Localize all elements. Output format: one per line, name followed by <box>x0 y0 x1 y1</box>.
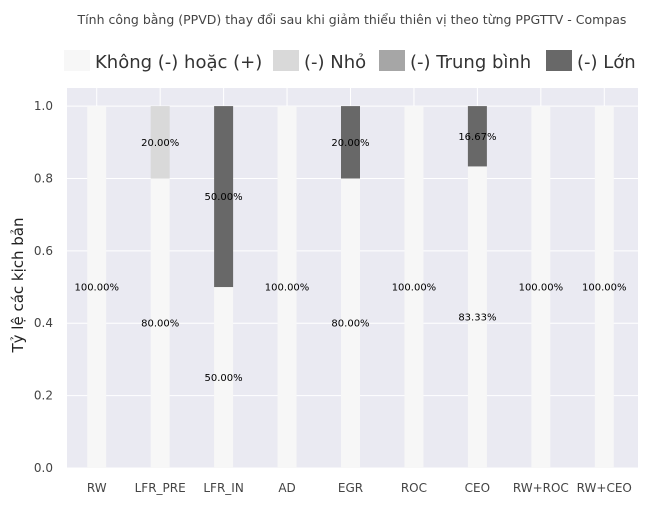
bar-value-label: 83.33% <box>458 313 496 324</box>
legend-label: (-) Nhỏ <box>304 52 366 73</box>
bar-segment <box>150 106 170 179</box>
bar-value-label: 50.00% <box>205 192 243 203</box>
legend-swatch <box>379 50 405 71</box>
bar-value-label: 16.67% <box>458 132 496 143</box>
legend: Không (-) hoặc (+) (-) Nhỏ (-) Trung bình (… <box>64 50 636 73</box>
bar-value-label: 100.00% <box>265 283 310 294</box>
legend-swatch <box>64 50 90 71</box>
bar-segment <box>214 106 234 288</box>
bar-segment <box>214 287 234 468</box>
bar-value-label: 100.00% <box>519 283 564 294</box>
x-tick-label: LFR_IN <box>203 481 243 495</box>
y-tick-label: 0.2 <box>34 389 53 403</box>
bar-segment <box>341 106 360 179</box>
bar-value-label: 80.00% <box>141 319 179 330</box>
chart-title: Tính công bằng (PPVD) thay đổi sau khi g… <box>77 12 627 27</box>
y-tick-label: 0.6 <box>34 244 53 258</box>
bar-segment <box>467 166 487 469</box>
x-tick-label: EGR <box>338 481 363 495</box>
bar-value-label: 20.00% <box>141 138 179 149</box>
bar-segment <box>87 106 107 468</box>
x-tick-label: ROC <box>401 481 427 495</box>
y-tick-label: 0.0 <box>34 461 53 475</box>
y-tick-label: 0.8 <box>34 171 53 185</box>
bar-segment <box>150 178 170 468</box>
bar-labels: 100.00% 80.00% 20.00% 50.00% 50.00% 100.00% 80… <box>74 132 626 384</box>
y-axis: 0.0 0.2 0.4 0.6 0.8 1.0 <box>34 99 53 475</box>
bar-segment <box>341 178 360 468</box>
bar-value-label: 100.00% <box>392 283 437 294</box>
legend-label: (-) Trung bình <box>410 52 531 73</box>
bar-segment <box>594 106 614 468</box>
legend-swatch <box>273 50 299 71</box>
x-tick-label: RW+CEO <box>577 481 632 495</box>
bar-segment <box>467 106 487 167</box>
x-axis: RW LFR_PRE LFR_IN AD EGR ROC CEO RW+ROC RW+CEO <box>87 481 632 495</box>
x-tick-label: LFR_PRE <box>135 481 186 495</box>
bar-value-label: 80.00% <box>331 319 369 330</box>
x-tick-label: RW <box>87 481 107 495</box>
bar-segment <box>277 106 297 468</box>
bar-value-label: 100.00% <box>582 283 627 294</box>
legend-label: (-) Lớn <box>577 52 636 73</box>
bars <box>87 106 614 469</box>
bar-value-label: 20.00% <box>331 138 369 149</box>
legend-label: Không (-) hoặc (+) <box>95 52 262 73</box>
x-tick-label: RW+ROC <box>513 481 569 495</box>
y-tick-label: 0.4 <box>34 316 53 330</box>
bar-value-label: 50.00% <box>205 373 243 384</box>
bar-segment <box>404 106 424 468</box>
y-tick-label: 1.0 <box>34 99 53 113</box>
legend-swatch <box>546 50 572 71</box>
bar-segment <box>531 106 551 468</box>
x-tick-label: CEO <box>465 481 490 495</box>
y-axis-label: Tỷ lệ các kịch bản <box>9 217 27 353</box>
x-tick-label: AD <box>278 481 295 495</box>
bar-value-label: 100.00% <box>74 283 119 294</box>
